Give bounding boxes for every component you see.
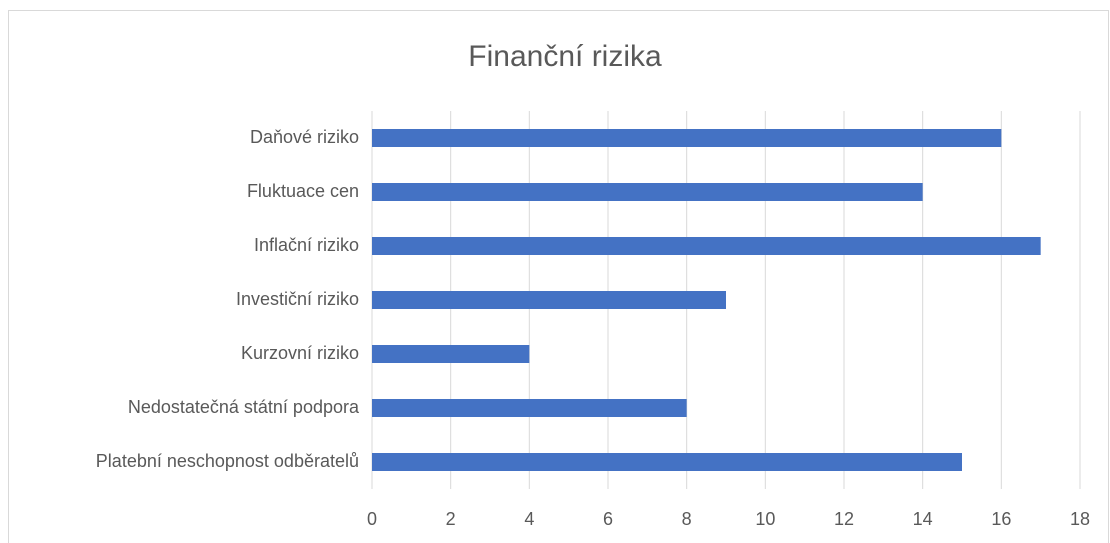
x-tick-label: 14 xyxy=(913,509,933,529)
x-tick-label: 12 xyxy=(834,509,854,529)
bar xyxy=(372,453,962,471)
bar xyxy=(372,399,687,417)
bar xyxy=(372,345,530,363)
y-tick-label: Kurzovní riziko xyxy=(241,343,359,363)
bar xyxy=(372,129,1002,147)
x-tick-label: 8 xyxy=(682,509,692,529)
bar xyxy=(372,183,923,201)
x-tick-label: 6 xyxy=(603,509,613,529)
y-tick-label: Nedostatečná státní podpora xyxy=(128,397,360,417)
x-tick-label: 4 xyxy=(524,509,534,529)
x-tick-label: 0 xyxy=(367,509,377,529)
y-tick-label: Investiční riziko xyxy=(236,289,359,309)
y-tick-label: Platební neschopnost odběratelů xyxy=(96,451,359,471)
y-tick-label: Inflační riziko xyxy=(254,235,359,255)
x-tick-label: 2 xyxy=(446,509,456,529)
bar xyxy=(372,237,1041,255)
bar xyxy=(372,291,726,309)
y-tick-label: Fluktuace cen xyxy=(247,181,359,201)
x-tick-label: 10 xyxy=(755,509,775,529)
chart-title: Finanční rizika xyxy=(468,40,662,73)
x-tick-label: 16 xyxy=(991,509,1011,529)
x-tick-label: 18 xyxy=(1070,509,1090,529)
y-tick-label: Daňové riziko xyxy=(250,127,359,147)
